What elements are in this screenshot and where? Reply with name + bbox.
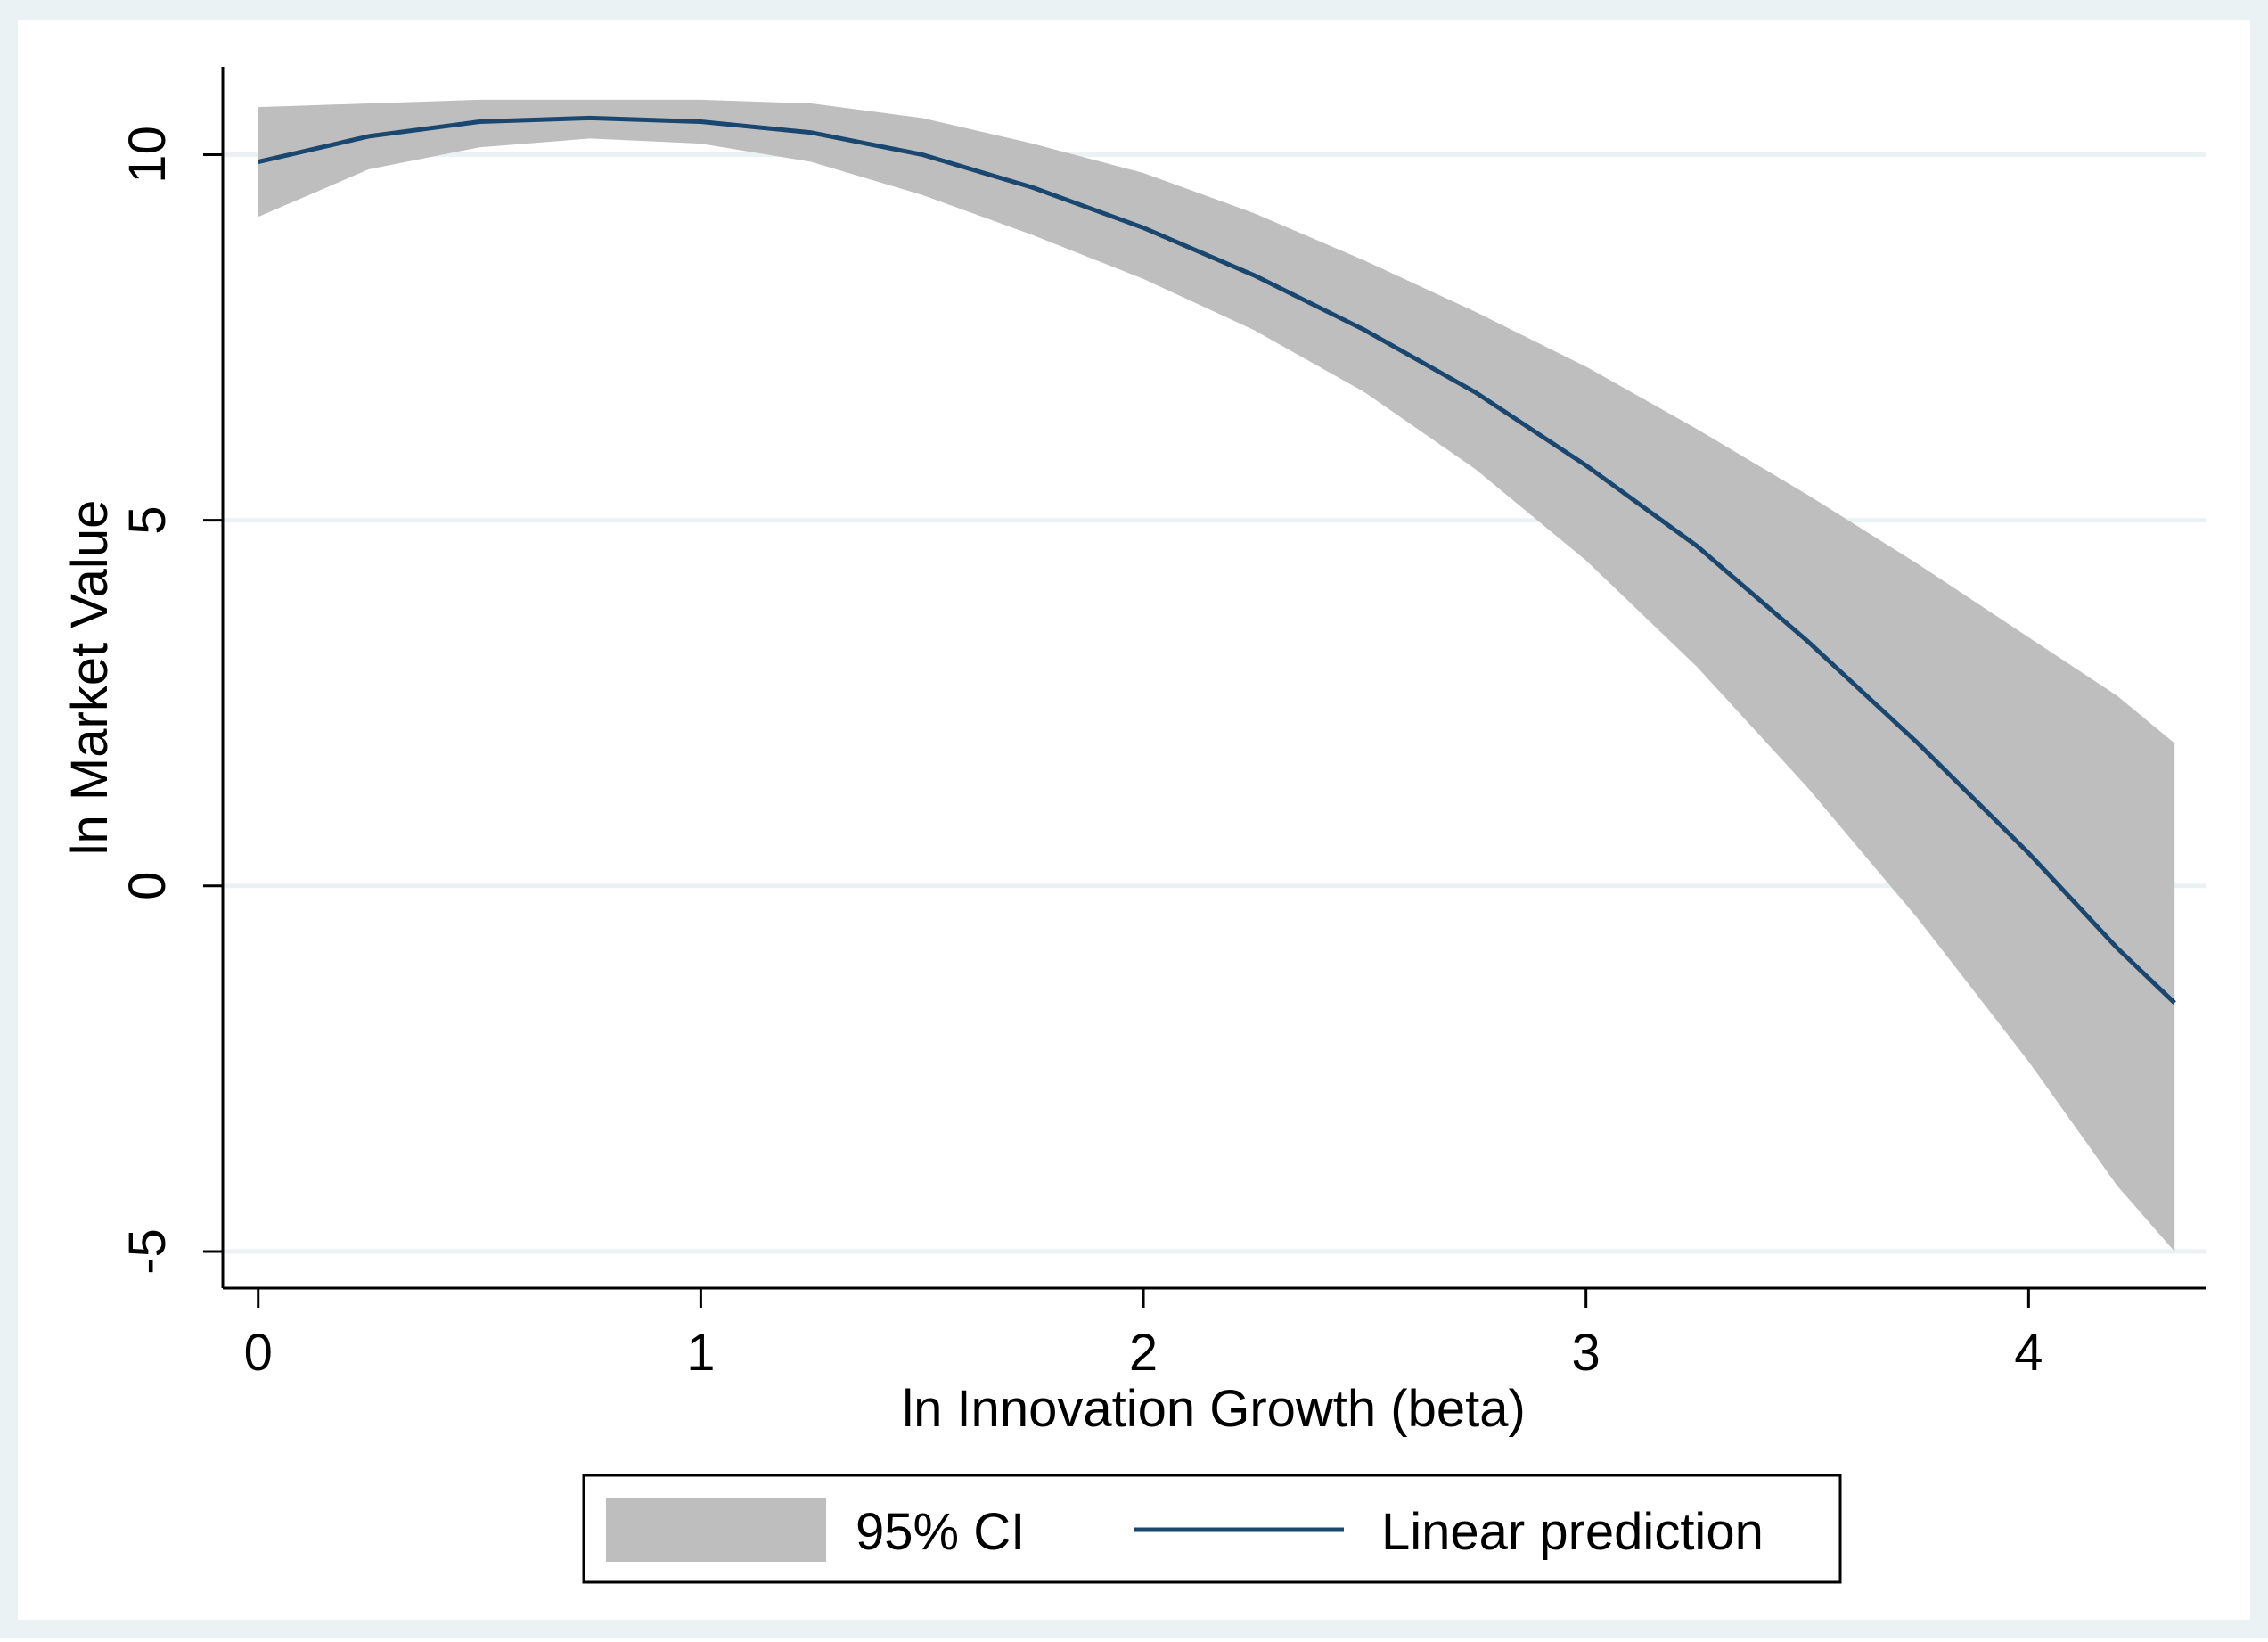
x-tick-label-1: 1	[686, 1324, 715, 1382]
legend-line-label: Linear prediction	[1381, 1503, 1764, 1561]
prediction-line	[258, 115, 2176, 1005]
axes	[221, 67, 2206, 1290]
legend-ci-label: 95% CI	[856, 1503, 1025, 1561]
y-ticks: -5 0 5 10	[119, 126, 223, 1275]
x-tick-label-0: 0	[244, 1324, 273, 1382]
y-axis-title: ln Market Value	[61, 500, 119, 856]
gridlines	[223, 152, 2206, 1254]
x-tick-label-2: 2	[1129, 1324, 1158, 1382]
prediction-line-layer	[258, 115, 2176, 1005]
y-tick-label-0: 0	[119, 872, 176, 900]
x-tick-label-4: 4	[2014, 1324, 2043, 1382]
x-axis-title: ln Innovation Growth (beta)	[902, 1380, 1526, 1438]
ci-band	[258, 99, 2175, 1252]
x-tick-label-3: 3	[1572, 1324, 1601, 1382]
legend-ci-swatch	[606, 1498, 826, 1562]
ci-band-layer	[258, 99, 2175, 1252]
y-tick-label-10: 10	[119, 126, 176, 184]
x-ticks: 0 1 2 3 4	[244, 1288, 2043, 1382]
legend: 95% CI Linear prediction	[582, 1474, 1842, 1584]
y-tick-label--5: -5	[119, 1228, 176, 1275]
y-tick-label-5: 5	[119, 505, 176, 534]
